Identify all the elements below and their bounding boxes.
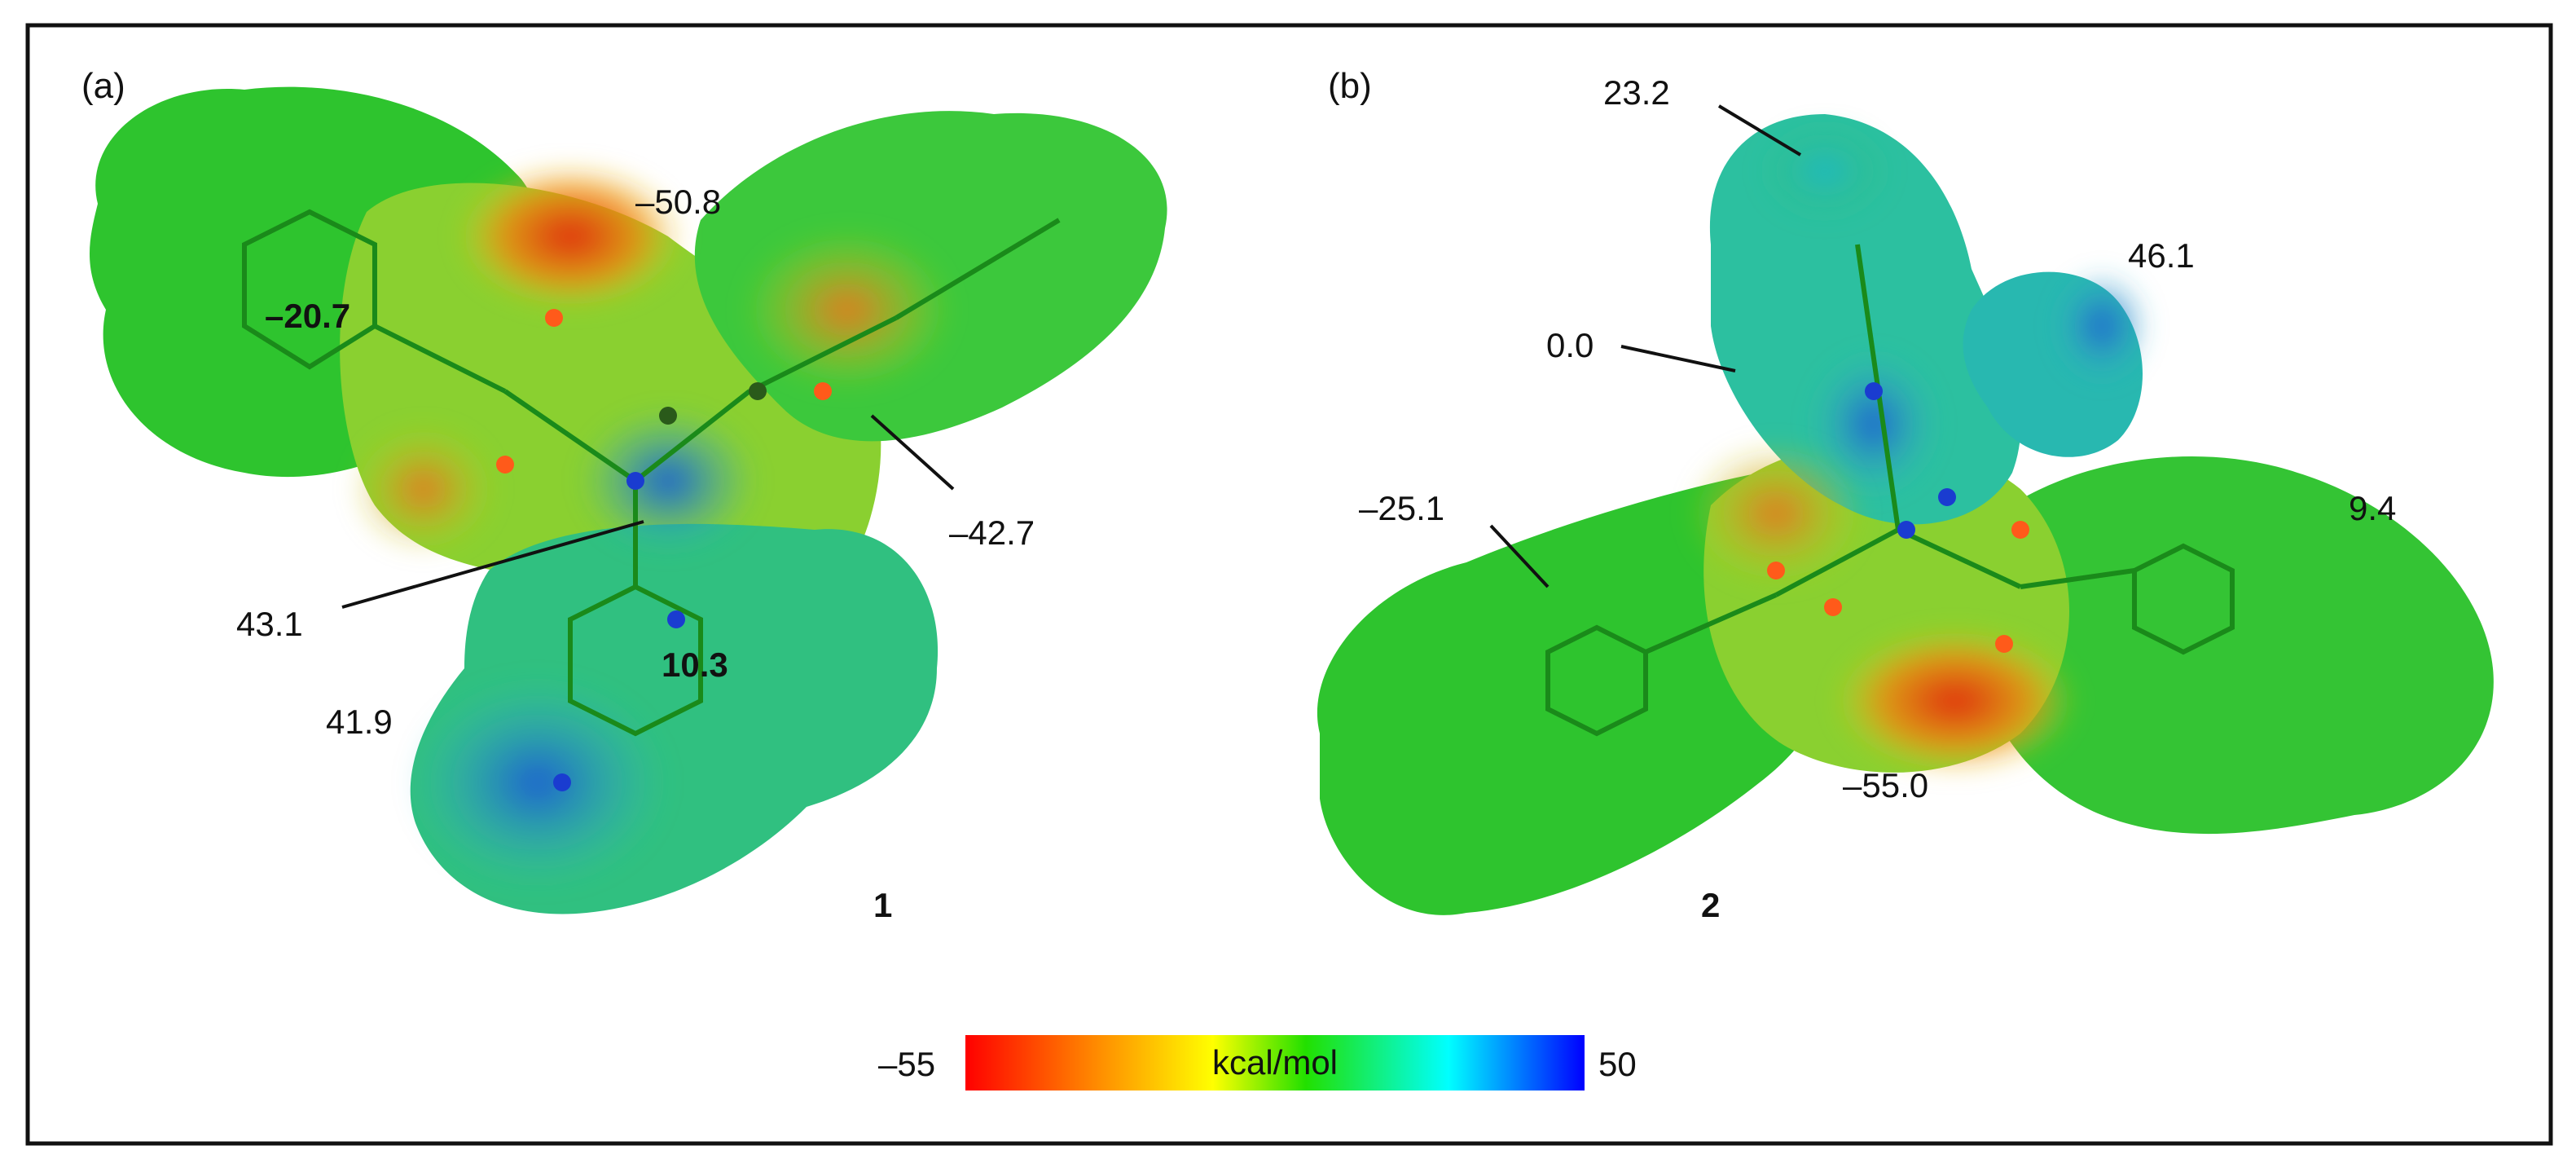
label-right-ring: 9.4: [2349, 489, 2396, 527]
figure-frame: [25, 23, 2553, 1146]
panel-a-atoms: [496, 309, 832, 791]
panel-a-leader-lines: [341, 414, 955, 609]
label-acyl-o: –42.7: [949, 513, 1035, 552]
panel-b-atoms: [1767, 382, 2029, 653]
panel-b-molecule-surface: [1317, 114, 2494, 915]
color-scale-min: –55: [878, 1045, 935, 1083]
label-carbonyl-o: –50.8: [635, 183, 721, 221]
compound-number-2: 2: [1701, 886, 1720, 924]
color-scale-gradient: [965, 1035, 1585, 1090]
label-left-ring: –25.1: [1359, 489, 1444, 527]
color-scale-bar: –55 kcal/mol 50: [878, 1035, 1637, 1090]
panel-a-ball-and-stick: [242, 209, 1061, 737]
compound-number-1: 1: [873, 886, 892, 924]
panel-a-label: (a): [81, 66, 125, 106]
label-right-h: 46.1: [2128, 236, 2195, 275]
label-nh2: 41.9: [326, 703, 393, 741]
color-scale-max: 50: [1598, 1045, 1637, 1083]
label-pyridine-ring: 10.3: [662, 645, 728, 684]
label-bottom-o: –55.0: [1843, 766, 1928, 804]
panel-b-ball-and-stick: [1545, 244, 2235, 737]
panel-b-label: (b): [1328, 66, 1372, 106]
color-scale-unit: kcal/mol: [1212, 1043, 1338, 1082]
label-ring-center: 0.0: [1546, 326, 1594, 364]
label-phenyl-ring: –20.7: [265, 297, 350, 335]
label-nh: 43.1: [236, 605, 303, 643]
panel-a-molecule-surface: [90, 86, 1167, 914]
label-top-pyridine: 23.2: [1603, 73, 1670, 112]
panel-b-leader-lines: [1489, 104, 1802, 588]
